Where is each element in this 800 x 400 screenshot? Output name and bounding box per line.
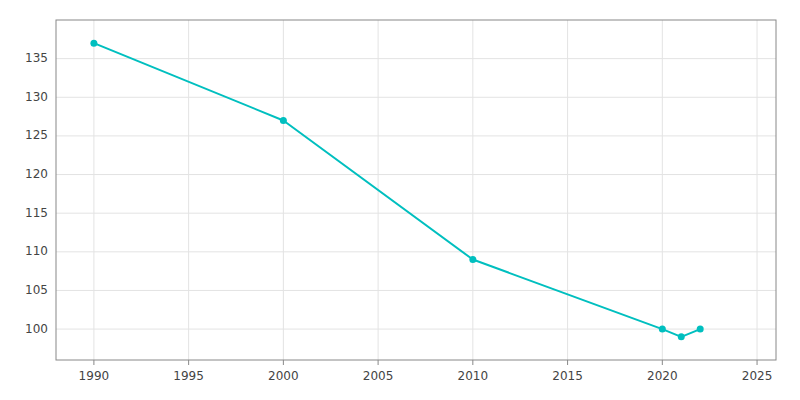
grid	[56, 20, 776, 360]
x-tick-mark	[662, 360, 663, 365]
x-tick-label: 2015	[552, 369, 583, 383]
x-tick-mark	[472, 360, 473, 365]
x-tick-mark	[188, 360, 189, 365]
point	[697, 326, 704, 333]
point	[469, 256, 476, 263]
chart-container: 100 105 110 115 120 125 130 135 1990 1995 2000 2005…	[0, 0, 800, 400]
x-tick-mark	[378, 360, 379, 365]
x-tick-label: 2005	[363, 369, 394, 383]
x-grid-line	[283, 20, 284, 360]
x-grid-line	[472, 20, 473, 360]
x-tick-label: 2000	[268, 369, 299, 383]
y-tick-label: 110	[25, 244, 48, 258]
y-tick-label: 130	[25, 90, 48, 104]
y-tick-label: 105	[25, 283, 48, 297]
x-grid-line	[567, 20, 568, 360]
line	[94, 43, 700, 337]
axes: 100 105 110 115 120 125 130 135 1990 1995 2000 2005…	[25, 20, 776, 383]
x-grid-line	[93, 20, 94, 360]
y-tick-label: 115	[25, 206, 48, 220]
chart-svg: 100 105 110 115 120 125 130 135 1990 1995 2000 2005…	[0, 0, 800, 400]
x-grid-line	[188, 20, 189, 360]
y-grid-line	[56, 135, 776, 136]
x-grid-line	[757, 20, 758, 360]
point	[659, 326, 666, 333]
y-tick-label: 125	[25, 128, 48, 142]
series	[90, 40, 703, 341]
x-tick-label: 2020	[647, 369, 678, 383]
x-tick-label: 2010	[458, 369, 489, 383]
x-tick-label: 1990	[79, 369, 110, 383]
x-tick-mark	[283, 360, 284, 365]
x-tick-mark	[757, 360, 758, 365]
y-tick-label: 135	[25, 51, 48, 65]
point	[90, 40, 97, 47]
page: {"chart_data": {"type": "line", "x": [19…	[0, 0, 800, 400]
y-grid-line	[56, 97, 776, 98]
x-tick-label: 1995	[173, 369, 204, 383]
y-grid-line	[56, 251, 776, 252]
plot-frame	[56, 20, 776, 360]
y-grid-line	[56, 213, 776, 214]
point	[280, 117, 287, 124]
x-tick-mark	[93, 360, 94, 365]
y-grid-line	[56, 58, 776, 59]
x-tick-mark	[567, 360, 568, 365]
y-grid-line	[56, 290, 776, 291]
y-tick-label: 120	[25, 167, 48, 181]
point	[678, 333, 685, 340]
x-grid-line	[662, 20, 663, 360]
y-tick-label: 100	[25, 322, 48, 336]
x-tick-label: 2025	[742, 369, 773, 383]
y-grid-line	[56, 329, 776, 330]
y-grid-line	[56, 174, 776, 175]
